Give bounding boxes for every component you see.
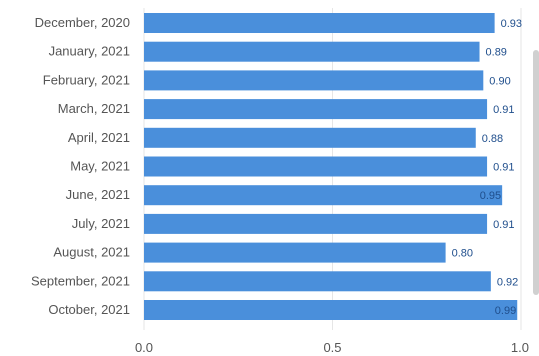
data-label: 0.80 — [452, 248, 473, 260]
category-label: August, 2021 — [53, 245, 130, 260]
bar — [144, 300, 518, 320]
scrollbar[interactable] — [533, 50, 539, 295]
bar — [144, 213, 488, 234]
bar — [144, 13, 495, 33]
bar — [144, 41, 480, 62]
data-label: 0.91 — [493, 104, 514, 116]
data-label: 0.88 — [482, 133, 503, 145]
category-label: July, 2021 — [72, 216, 130, 231]
data-label: 0.91 — [493, 219, 514, 231]
category-label: February, 2021 — [43, 72, 130, 87]
x-tick-label: 1.0 — [511, 340, 529, 355]
bar — [144, 70, 484, 91]
data-label: 0.99 — [495, 305, 516, 317]
category-label: September, 2021 — [31, 273, 130, 288]
category-label: June, 2021 — [66, 187, 130, 202]
category-label: December, 2020 — [35, 15, 130, 30]
bar — [144, 156, 488, 177]
category-label: May, 2021 — [70, 159, 130, 174]
category-label: January, 2021 — [49, 44, 130, 59]
data-label: 0.91 — [493, 162, 514, 174]
bar — [144, 185, 503, 206]
data-label: 0.89 — [486, 47, 507, 59]
category-label: October, 2021 — [48, 302, 130, 317]
category-label: April, 2021 — [68, 130, 130, 145]
data-label: 0.95 — [480, 190, 501, 202]
data-label: 0.93 — [501, 18, 522, 30]
bar — [144, 271, 491, 292]
data-label: 0.92 — [497, 276, 518, 288]
bar — [144, 242, 446, 263]
bar — [144, 127, 476, 148]
x-tick-label: 0.5 — [323, 340, 341, 355]
x-tick-label: 0.0 — [135, 340, 153, 355]
data-label: 0.90 — [489, 75, 510, 87]
bar — [144, 99, 488, 120]
category-label: March, 2021 — [58, 101, 130, 116]
